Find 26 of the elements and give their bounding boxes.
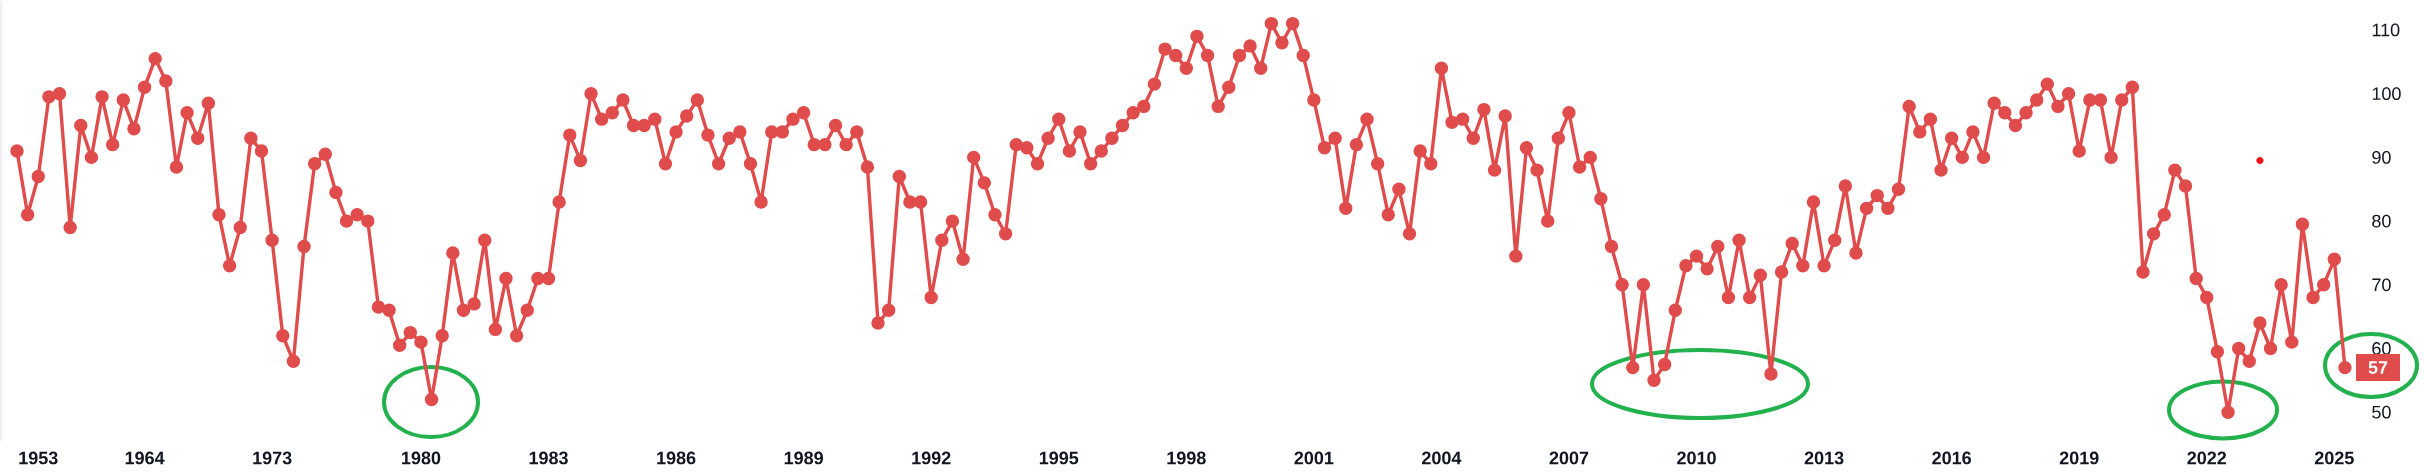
y-tick-label: 50 bbox=[2372, 405, 2391, 419]
x-tick-label: 2001 bbox=[1294, 451, 1334, 465]
x-tick-label: 2022 bbox=[2187, 451, 2227, 465]
x-tick-label: 1964 bbox=[125, 451, 165, 465]
y-tick-label: 70 bbox=[2372, 278, 2391, 292]
x-tick-label: 2010 bbox=[1677, 451, 1716, 465]
x-tick-label: 1973 bbox=[253, 451, 292, 465]
y-tick-label: 80 bbox=[2372, 214, 2391, 228]
x-tick-label: 1980 bbox=[402, 451, 441, 465]
data-label: 57 bbox=[2368, 361, 2388, 374]
x-tick-label: 1983 bbox=[529, 451, 568, 465]
x-tick-label: 1995 bbox=[1039, 451, 1079, 465]
y-tick-label: 110 bbox=[2372, 23, 2400, 37]
x-tick-label: 1992 bbox=[912, 451, 951, 465]
x-tick-label: 1989 bbox=[784, 451, 823, 465]
y-tick-label: 90 bbox=[2372, 151, 2391, 164]
x-tick-label: 1998 bbox=[1167, 451, 1206, 465]
x-tick-label: 1953 bbox=[19, 451, 58, 465]
x-tick-label: 2004 bbox=[1422, 451, 1462, 465]
x-tick-label: 1986 bbox=[657, 451, 696, 465]
y-tick-label: 100 bbox=[2372, 87, 2401, 101]
x-tick-label: 2019 bbox=[2059, 451, 2099, 465]
x-tick-label: 2007 bbox=[1549, 451, 1589, 465]
x-tick-label: 2016 bbox=[1932, 451, 1971, 465]
x-tick-label: 2013 bbox=[1804, 451, 1844, 465]
x-tick-label: 2025 bbox=[2314, 451, 2354, 465]
